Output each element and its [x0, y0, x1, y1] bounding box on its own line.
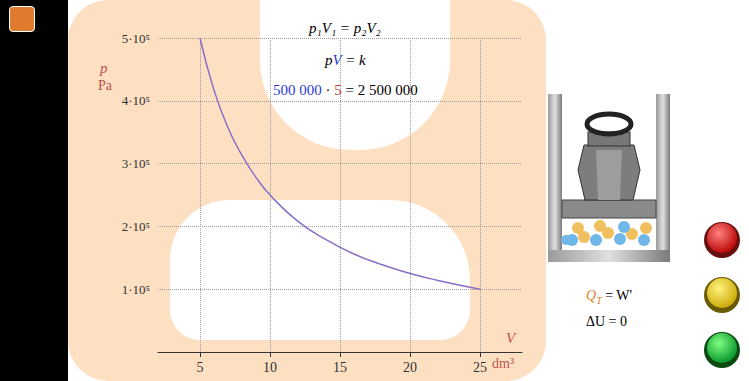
svg-text:5·10⁵: 5·10⁵ [122, 31, 150, 46]
svg-text:1·10⁵: 1·10⁵ [122, 282, 150, 297]
html-text:p V = k: p V = k [325, 52, 366, 68]
svg-text:5: 5 [197, 360, 204, 375]
svg-text:15: 15 [333, 360, 347, 375]
svg-text:25: 25 [473, 360, 487, 375]
svg-text:20: 20 [403, 360, 417, 375]
html-text:p₁V₁ = p₂V₂: p₁V₁ = p₂V₂ [309, 20, 381, 36]
svg-text:4·10⁵: 4·10⁵ [122, 93, 150, 108]
html-text:Pa: Pa [98, 78, 112, 93]
svg-text:3·10⁵: 3·10⁵ [122, 156, 150, 171]
svg-text:2·10⁵: 2·10⁵ [122, 219, 150, 234]
svg-text:10: 10 [263, 360, 277, 375]
html-text:V: V [506, 330, 516, 346]
html-text:dm³: dm³ [492, 356, 515, 371]
html-text:ΔU = 0: ΔU = 0 [586, 314, 627, 329]
html-text:500 000 · 5 = 2 500 000: 500 000 · 5 = 2 500 000 [273, 82, 418, 98]
html-text:p: p [100, 60, 108, 76]
html-text:QT= W': QT= W' [586, 288, 633, 306]
